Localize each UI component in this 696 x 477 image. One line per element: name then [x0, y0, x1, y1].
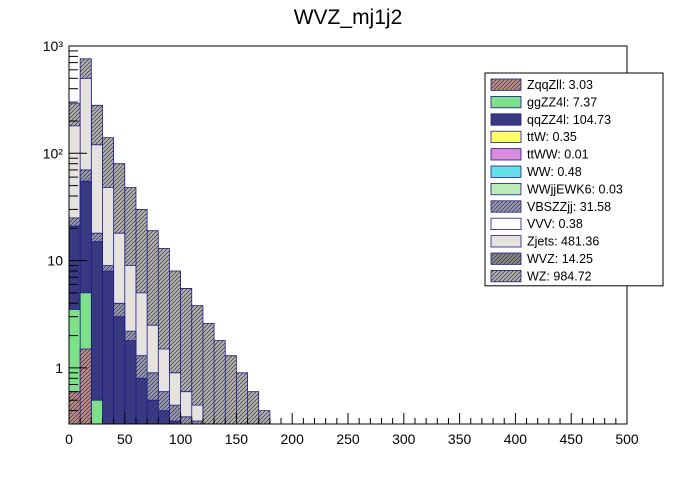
- histogram-bar-hatch: [158, 391, 170, 424]
- legend-entry-label: ggZZ4l: 7.37: [527, 95, 597, 109]
- legend-entry-label: VBSZZjj: 31.58: [527, 200, 611, 214]
- histogram-bar-hatch: [180, 288, 192, 424]
- legend-entry-label: Zjets: 481.36: [527, 235, 599, 249]
- histogram-bar-hatch: [247, 391, 259, 424]
- y-tick-label: 10: [47, 253, 63, 269]
- x-tick-label: 450: [560, 431, 584, 447]
- histogram-bar: [158, 349, 170, 424]
- legend-entry-label: ZqqZll: 3.03: [527, 78, 593, 92]
- histogram-bar-hatch: [80, 349, 92, 424]
- legend-entry-label: WW: 0.48: [527, 165, 582, 179]
- x-tick-label: 350: [448, 431, 472, 447]
- legend-swatch: [490, 235, 522, 248]
- legend-entry-label: qqZZ4l: 104.73: [527, 113, 611, 127]
- histogram-bar-hatch: [169, 405, 181, 424]
- histogram-bar-hatch: [69, 391, 81, 424]
- histogram-bar-hatch: [169, 270, 181, 424]
- histogram-bar-hatch: [147, 400, 159, 424]
- x-tick-label: 400: [504, 431, 528, 447]
- x-tick-label: 100: [169, 431, 193, 447]
- histogram-bar: [191, 405, 203, 424]
- histogram-bar-hatch: [191, 420, 203, 424]
- histogram-bar-hatch: [258, 410, 270, 424]
- histogram-bar-hatch: [113, 316, 125, 424]
- histogram-bar-hatch: [158, 248, 170, 424]
- legend-box: [484, 72, 664, 287]
- histogram-bar-hatch: [202, 323, 215, 424]
- histogram-bar-hatch: [158, 410, 170, 424]
- legend-entry-label: WVZ: 14.25: [527, 252, 593, 266]
- histogram-outline: [68, 58, 271, 424]
- bars-layer: [68, 58, 271, 425]
- y-tick-label: 10²: [43, 145, 64, 161]
- legend-swatch: [490, 182, 522, 196]
- histogram-bar-hatch: [180, 416, 192, 424]
- legend: ZqqZll: 3.03 ggZZ4l: 7.37 qqZZ4l: 104.73 tt…: [484, 72, 664, 287]
- x-tick-label: 250: [336, 431, 360, 447]
- x-tick-label: 50: [117, 431, 133, 447]
- y-tick-label: 1: [55, 360, 63, 376]
- x-tick-label: 300: [392, 431, 416, 447]
- histogram-bar: [180, 391, 192, 424]
- legend-swatch-hatch: [491, 253, 521, 265]
- legend-entry-label: ttWW: 0.01: [527, 148, 589, 162]
- histogram-bar-hatch: [147, 372, 159, 424]
- histogram-bar-hatch: [91, 241, 103, 424]
- histogram-outline: [68, 77, 204, 424]
- legend-swatch: [490, 217, 522, 230]
- legend-swatch-hatch: [491, 270, 521, 282]
- legend-swatch-hatch: [491, 79, 521, 91]
- x-tick-label: 150: [225, 431, 249, 447]
- histogram-bar: [169, 372, 181, 424]
- histogram-bar-hatch: [169, 420, 181, 424]
- legend-swatch-hatch: [491, 200, 521, 213]
- legend-swatch: [490, 148, 522, 161]
- histogram-bar-hatch: [214, 340, 226, 424]
- histogram-outline: [68, 169, 204, 424]
- legend-swatch: [490, 165, 522, 178]
- chart-title: WVZ_mj1j2: [294, 6, 403, 29]
- x-tick-label: 0: [65, 431, 73, 447]
- legend-entry-label: WWjjEWK6: 0.03: [527, 182, 623, 196]
- histogram-bar: [91, 400, 103, 424]
- legend-entry-label: WZ: 984.72: [527, 269, 592, 283]
- legend-swatch: [490, 96, 522, 109]
- histogram-bar-hatch: [236, 372, 248, 424]
- histogram-bar-hatch: [191, 305, 203, 424]
- histogram-bar-hatch: [102, 270, 114, 424]
- x-tick-label: 500: [615, 431, 639, 447]
- legend-entry-label: VVV: 0.38: [527, 217, 583, 231]
- histogram-bar-hatch: [225, 355, 237, 424]
- legend-entry-label: ttW: 0.35: [527, 130, 577, 144]
- x-tick-label: 200: [281, 431, 305, 447]
- histogram-bar-hatch: [135, 378, 148, 424]
- histogram-outline: [68, 180, 181, 424]
- histogram-bar-hatch: [124, 340, 136, 424]
- histogram-bar: [69, 309, 81, 424]
- y-tick-label: 10³: [43, 38, 64, 54]
- legend-swatch: [490, 130, 522, 143]
- legend-swatch-hatch: [491, 113, 521, 126]
